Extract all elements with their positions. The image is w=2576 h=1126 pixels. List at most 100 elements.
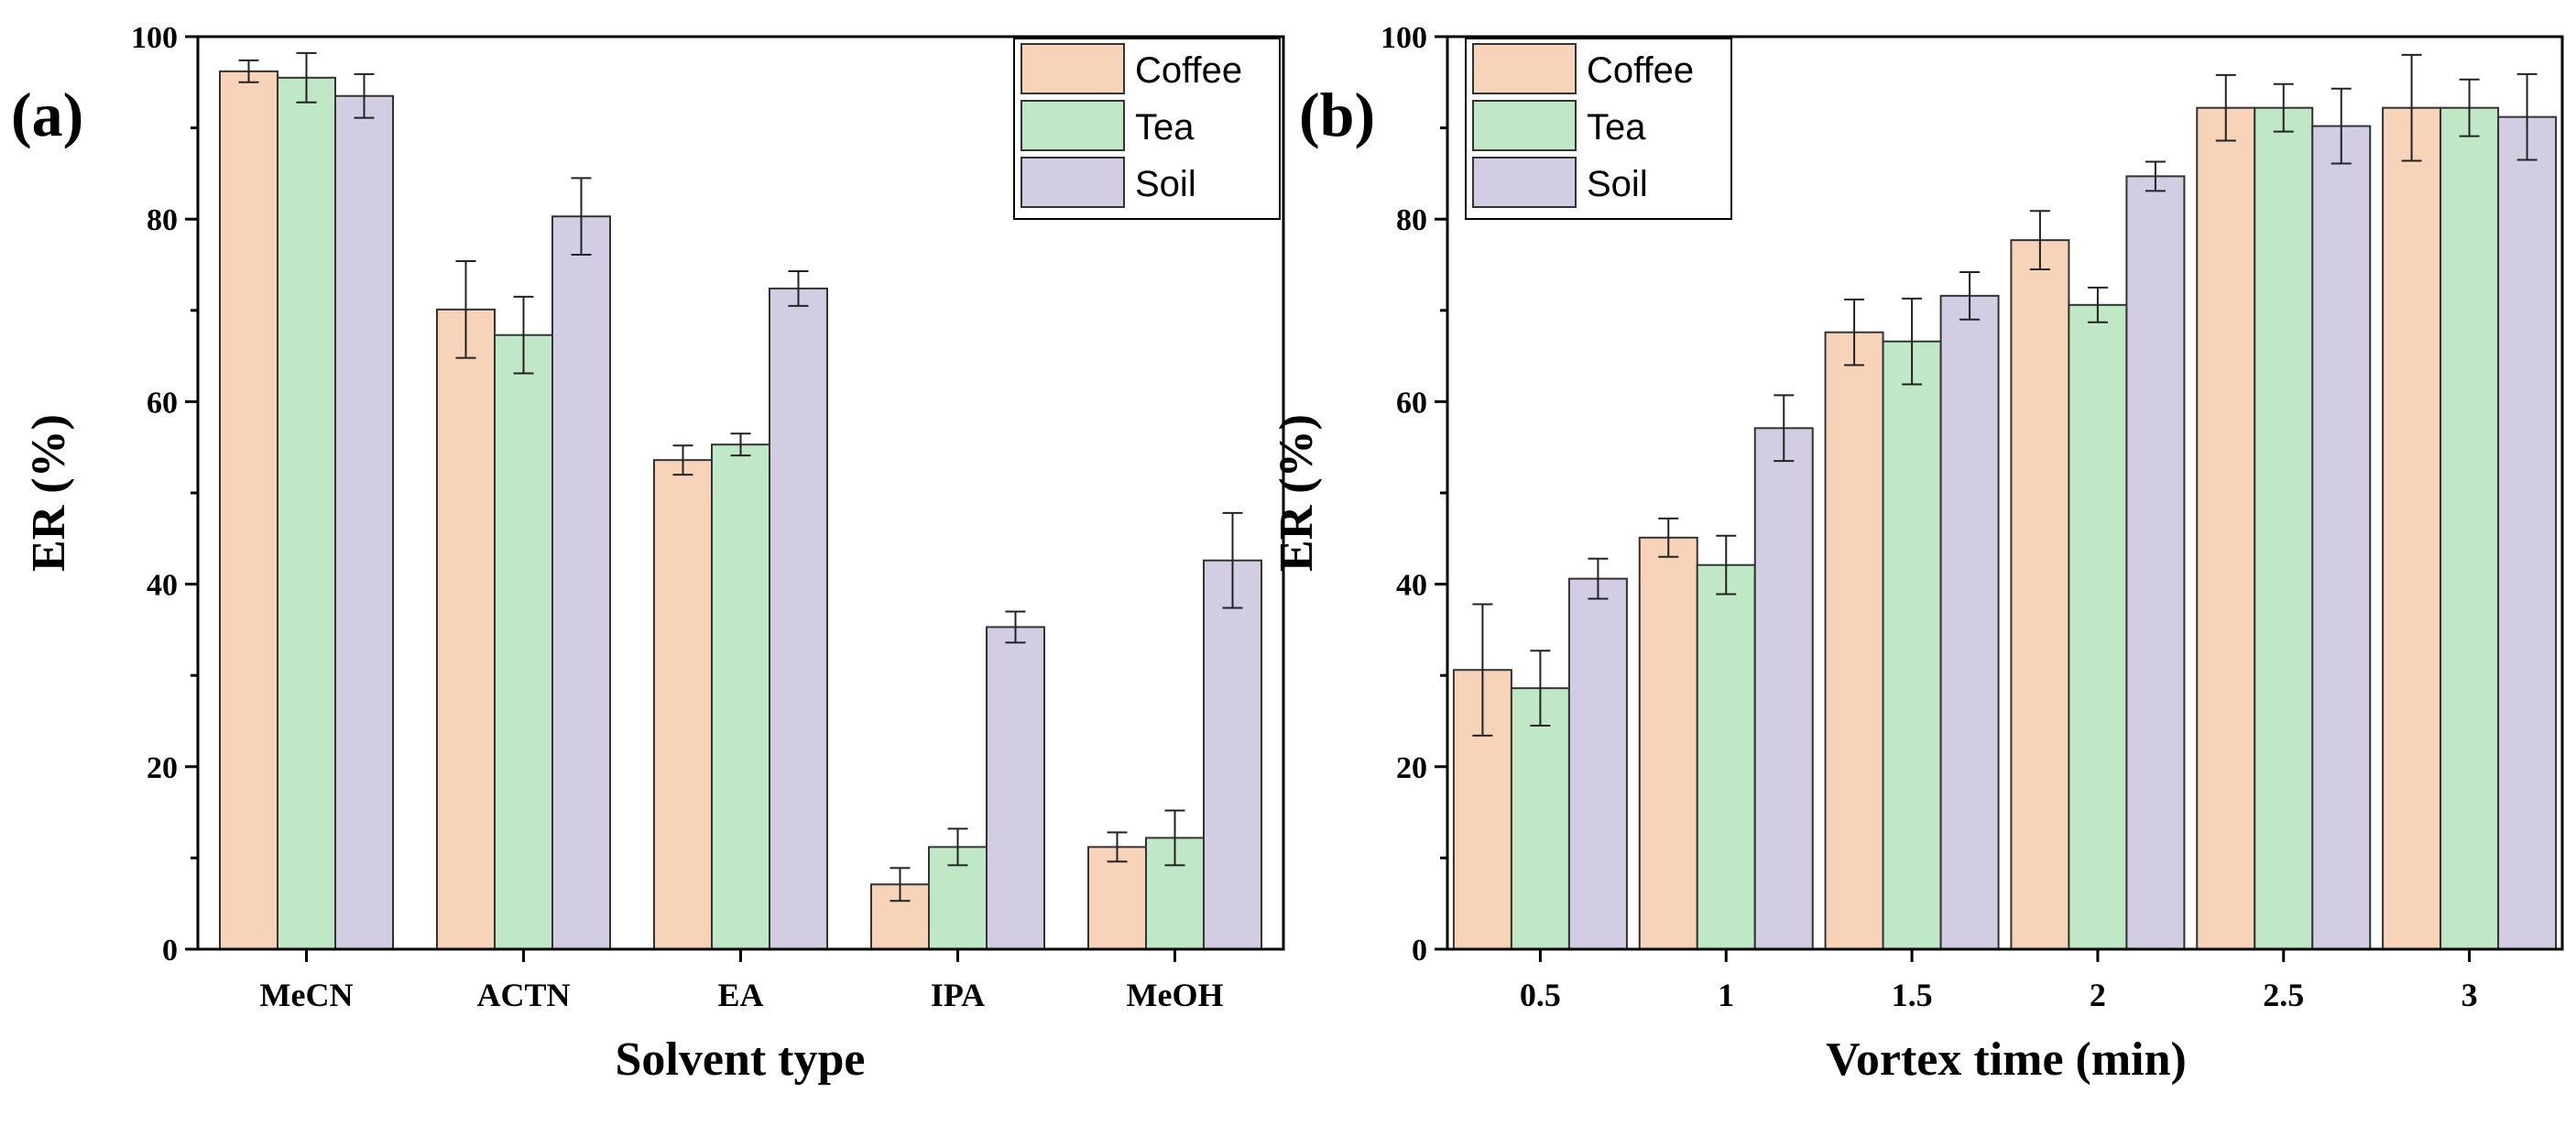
error-bar-coffee-2 [2029, 210, 2050, 270]
bar-coffee-2 [2010, 239, 2070, 951]
bar-soil-1 [1753, 427, 1814, 950]
x-tick-label: MeOH [1127, 977, 1224, 1013]
error-bar-soil-2_5 [2330, 87, 2352, 165]
error-bar-soil-2 [2145, 160, 2166, 192]
error-bar-tea-ipa [947, 827, 968, 867]
x-tick-label: EA [717, 977, 763, 1013]
y-tick-label: 100 [131, 21, 178, 55]
y-tick-label: 20 [1396, 751, 1427, 785]
x-axis-title: Solvent type [616, 1033, 866, 1086]
error-bar-tea-1_5 [1902, 297, 1923, 386]
bar-coffee-ea [653, 459, 713, 951]
y-tick-label: 20 [147, 751, 178, 785]
x-tick-label: IPA [931, 977, 985, 1013]
y-tick-label: 40 [147, 569, 178, 603]
bar-tea-0_5 [1510, 687, 1570, 950]
y-axis-title: ER (%) [1271, 414, 1323, 572]
x-tick-label: 1.5 [1892, 977, 1933, 1013]
bar-soil-meoh [1203, 559, 1262, 950]
x-tick-label: 2 [2090, 977, 2106, 1013]
bar-soil-actn [551, 215, 611, 951]
x-axis-title: Vortex time (min) [1826, 1033, 2187, 1086]
error-bar-coffee-meoh [1107, 831, 1128, 863]
y-tick-label: 60 [1396, 386, 1427, 420]
bar-coffee-2_5 [2196, 106, 2256, 951]
error-bar-tea-meoh [1164, 809, 1185, 867]
bar-soil-ipa [986, 626, 1045, 950]
bar-soil-mecn [334, 94, 394, 951]
bar-coffee-mecn [219, 70, 278, 950]
error-bar-coffee-1_5 [1844, 298, 1865, 366]
error-bar-soil-1 [1774, 394, 1795, 463]
x-tick-label: 0.5 [1520, 977, 1561, 1013]
error-bar-soil-ipa [1005, 610, 1026, 644]
bar-soil-3 [2497, 115, 2558, 950]
y-tick-label: 80 [147, 203, 178, 237]
legend-label-tea: Tea [1135, 107, 1195, 148]
panel-label: (a) [11, 80, 83, 149]
error-bar-tea-ea [730, 432, 751, 457]
bar-tea-mecn [277, 76, 336, 950]
x-tick-label: 3 [2461, 977, 2478, 1013]
bar-tea-ea [711, 443, 770, 951]
bar-tea-3 [2440, 106, 2500, 951]
error-bar-coffee-ea [672, 444, 693, 476]
error-bar-tea-3 [2459, 78, 2480, 137]
error-bar-tea-mecn [296, 51, 317, 104]
bar-tea-2 [2068, 303, 2128, 951]
legend-label-soil: Soil [1587, 164, 1648, 204]
x-tick-label: MeCN [260, 977, 354, 1013]
legend-swatch-coffee [1472, 43, 1577, 94]
y-tick-label: 80 [1396, 203, 1427, 237]
error-bar-tea-2 [2087, 286, 2108, 323]
x-tick-label: 2.5 [2263, 977, 2304, 1013]
error-bar-tea-2_5 [2273, 82, 2294, 133]
bar-tea-2_5 [2254, 106, 2314, 951]
error-bar-coffee-0_5 [1472, 603, 1493, 737]
bar-coffee-actn [436, 308, 496, 950]
legend-label-coffee: Coffee [1135, 50, 1242, 91]
error-bar-soil-3 [2516, 72, 2538, 161]
error-bar-soil-1_5 [1959, 270, 1981, 321]
legend-label-tea: Tea [1587, 107, 1646, 148]
error-bar-coffee-mecn [238, 59, 259, 83]
y-tick-label: 100 [1381, 21, 1427, 55]
error-bar-soil-mecn [354, 72, 375, 119]
bar-coffee-1 [1638, 536, 1698, 951]
legend-swatch-tea [1021, 100, 1125, 151]
bar-coffee-1_5 [1824, 331, 1884, 951]
panel-label: (b) [1299, 80, 1375, 149]
y-tick-label: 60 [147, 386, 178, 420]
bar-tea-1 [1696, 563, 1756, 951]
bar-tea-actn [494, 333, 553, 950]
legend: Coffee Tea Soil [1013, 38, 1281, 220]
bar-soil-0_5 [1567, 577, 1628, 951]
legend-swatch-soil [1472, 157, 1577, 208]
x-tick-label: ACTN [476, 977, 570, 1013]
chart-panel-b: 0 20 40 60 80 100 0.5 1 1.5 2 2.5 3 Vortex time (min… [1271, 21, 2564, 1086]
error-bar-tea-actn [513, 295, 534, 375]
chart-panel-a: 0 20 40 60 80 100 MeCN ACTN EA IPA MeOH Solvent typ… [11, 21, 1285, 1086]
error-bar-soil-ea [788, 269, 809, 307]
error-bar-soil-actn [571, 177, 592, 257]
legend-swatch-tea [1472, 100, 1577, 151]
error-bar-tea-0_5 [1530, 650, 1551, 727]
legend: Coffee Tea Soil [1465, 38, 1732, 220]
legend-swatch-coffee [1021, 43, 1125, 94]
error-bar-tea-1 [1716, 534, 1737, 596]
y-axis-title: ER (%) [23, 414, 75, 572]
error-bar-coffee-3 [2401, 53, 2422, 162]
y-tick-label: 0 [1412, 934, 1427, 967]
bar-soil-ea [769, 287, 828, 950]
error-bar-coffee-ipa [890, 867, 911, 902]
y-tick-label: 0 [162, 934, 178, 967]
bar-soil-1_5 [1939, 294, 2000, 950]
bar-soil-2 [2125, 175, 2186, 950]
legend-label-coffee: Coffee [1587, 50, 1694, 91]
bar-soil-2_5 [2311, 125, 2372, 951]
error-bar-coffee-2_5 [2215, 73, 2236, 142]
y-tick-label: 40 [1396, 569, 1427, 603]
error-bar-coffee-1 [1658, 517, 1679, 558]
bar-coffee-3 [2382, 106, 2442, 951]
